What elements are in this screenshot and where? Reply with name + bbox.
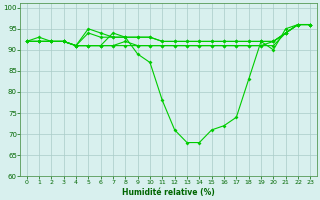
X-axis label: Humidité relative (%): Humidité relative (%): [122, 188, 215, 197]
